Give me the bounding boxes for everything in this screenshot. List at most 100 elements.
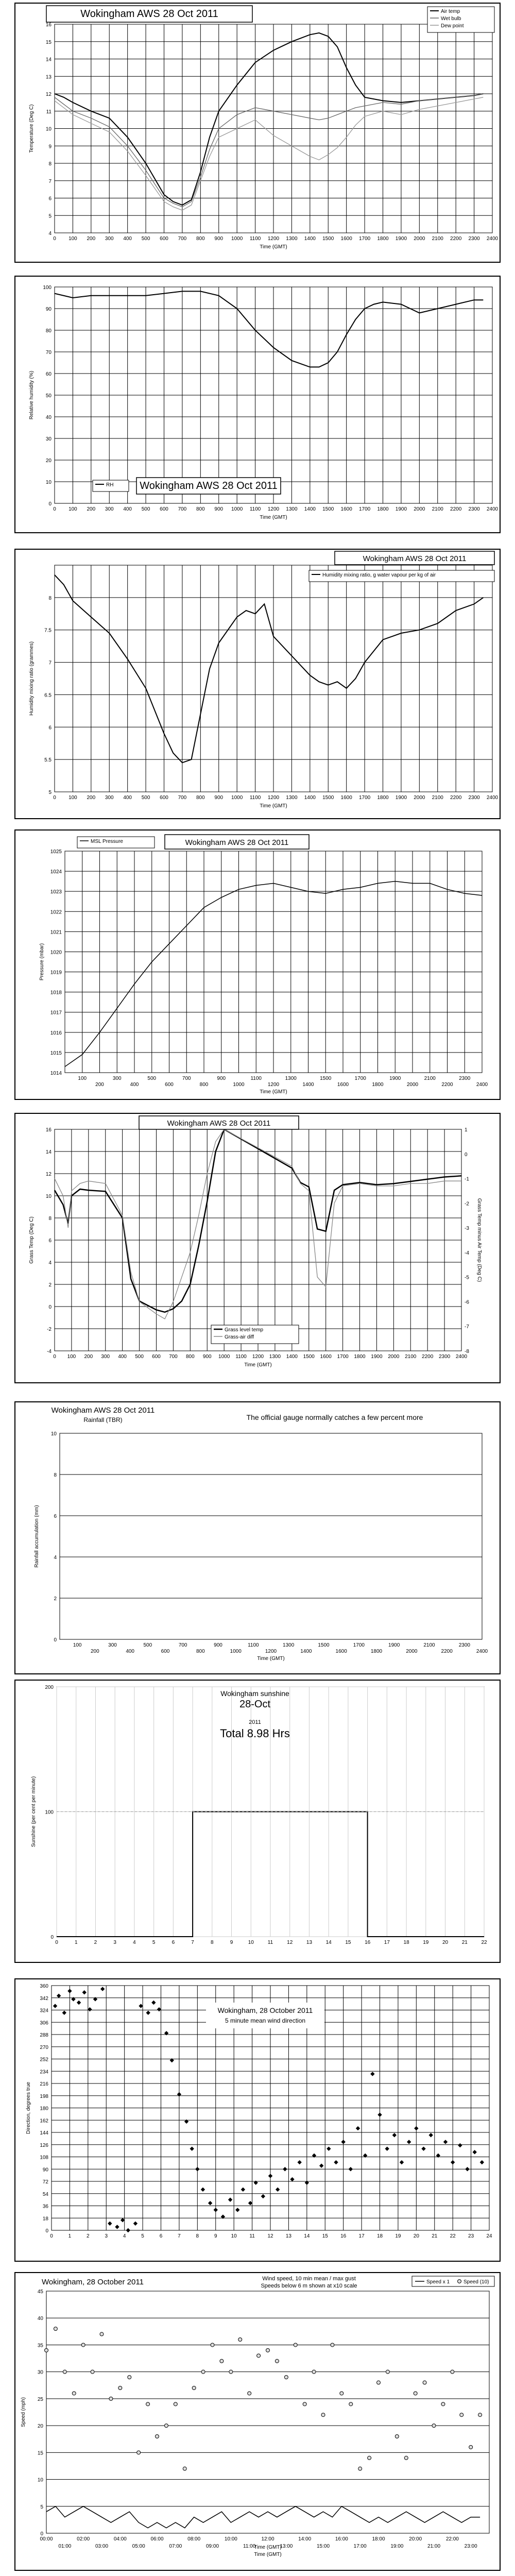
- x-tick-label: 1400: [304, 795, 316, 801]
- data-point: [127, 2375, 132, 2380]
- y-tick-label: 16: [46, 1127, 52, 1133]
- y-tick-label: 12: [46, 92, 52, 97]
- x-tick-label: 1600: [341, 506, 353, 512]
- x-tick-label: 1300: [286, 236, 298, 242]
- data-point: [290, 2177, 295, 2182]
- x-tick-label: 19: [395, 2233, 401, 2239]
- x-tick-label: 900: [217, 1076, 226, 1081]
- x-tick-label: 900: [214, 506, 223, 512]
- relative-humidity-chart: 0 10 20 30 40 50 60 70 80 90 100 0 100 200 300 400 500 60…: [14, 276, 501, 533]
- chart-title: Wokingham AWS 28 Oct 2011: [52, 1406, 155, 1415]
- series-line: [54, 97, 484, 211]
- data-point: [201, 2369, 205, 2374]
- data-point: [321, 2413, 325, 2417]
- x-tick-label: 2: [87, 2233, 90, 2239]
- series-line: [54, 32, 484, 206]
- x-tick-label: 400: [123, 506, 132, 512]
- y-tick-label: 8: [48, 1216, 52, 1222]
- x-tick-label: 5: [152, 1940, 156, 1945]
- y2-tick-label: -4: [465, 1250, 469, 1256]
- x-tick-label: 21: [432, 2233, 438, 2239]
- data-point: [220, 2214, 226, 2219]
- y-tick-label: 72: [43, 2179, 49, 2185]
- y-axis-label: Pressure (mbar): [39, 943, 45, 980]
- x-tick-label: 7: [191, 1940, 194, 1945]
- data-point: [229, 2369, 233, 2374]
- y-tick-label: 6.5: [44, 692, 52, 698]
- x-tick-label: 6: [160, 2233, 163, 2239]
- series-line: [46, 2505, 480, 2529]
- y-tick-label: 8: [48, 161, 52, 167]
- x-axis-label: Time (GMT): [260, 1089, 287, 1095]
- x-tick-label: 2300: [468, 506, 480, 512]
- x-tick-label: 07:00: [169, 2544, 182, 2549]
- x-tick-label: 900: [214, 795, 223, 801]
- x-tick-label: 1400: [302, 1082, 314, 1088]
- x-tick-label: 1900: [396, 236, 407, 242]
- y-tick-label: 15: [46, 40, 52, 45]
- data-point: [71, 1997, 76, 2002]
- x-tick-label: 21: [462, 1940, 468, 1945]
- y-tick-label: 1016: [50, 1030, 62, 1036]
- x-tick-label: 2200: [441, 1649, 453, 1654]
- y-tick-label: 10: [46, 1194, 52, 1199]
- x-tick-label: 18:00: [372, 2536, 385, 2542]
- y-tick-label: 4: [48, 231, 52, 236]
- data-point: [192, 2386, 196, 2390]
- y-tick-label: 5: [40, 2504, 43, 2510]
- x-tick-label: 1300: [269, 1354, 281, 1360]
- legend-label: Grass level temp: [225, 1327, 263, 1333]
- y-tick-label: 6: [48, 196, 52, 202]
- y-tick-label: 30: [46, 436, 52, 442]
- data-point: [118, 2386, 123, 2390]
- data-point: [268, 2174, 273, 2178]
- x-tick-label: 1100: [235, 1354, 247, 1360]
- y-tick-label: 5: [48, 790, 52, 795]
- x-tick-label: 18: [404, 1940, 410, 1945]
- x-tick-label: 23:00: [465, 2544, 477, 2549]
- x-tick-label: 2400: [487, 795, 499, 801]
- data-point: [115, 2225, 119, 2229]
- title-backdrop: [206, 2003, 324, 2028]
- y-tick-label: 288: [40, 2032, 48, 2038]
- x-tick-label: 1100: [250, 1076, 262, 1081]
- chart-svg: 0 5 10 15 20 25 30 35 40 45 Time (GMT) Speed (mph) 0…: [21, 2276, 495, 2557]
- x-tick-label: 1800: [354, 1354, 366, 1360]
- x-tick-label: 1700: [337, 1354, 349, 1360]
- x-tick-label: 8: [211, 1940, 214, 1945]
- x-tick-label: 1500: [318, 1642, 330, 1648]
- y-tick-label: 1017: [50, 1010, 62, 1016]
- wind-speed-chart: 0 5 10 15 20 25 30 35 40 45 Time (GMT) Speed (mph) 0…: [14, 2272, 501, 2571]
- data-point: [414, 2126, 419, 2131]
- legend-label: Humidity mixing ratio, g water vapour pe…: [322, 572, 436, 578]
- y-tick-label: 5.5: [44, 757, 52, 763]
- y-tick-label: 100: [43, 285, 52, 291]
- x-tick-label: 2100: [432, 506, 444, 512]
- y-axis-label: Speed (mph): [21, 2397, 26, 2427]
- x-tick-label: 900: [214, 236, 223, 242]
- y-tick-label: 144: [40, 2130, 48, 2136]
- mixing-ratio-chart: 5 5.5 6 6.5 7 7.5 8 0 100 200 300 400 500 600 700 800 90…: [14, 549, 501, 819]
- legend-label: Speed (10): [464, 2279, 489, 2285]
- y-axis-label: Direction, degrees true: [26, 2081, 31, 2134]
- x-tick-label: 300: [105, 795, 114, 801]
- x-tick-label: 1900: [371, 1354, 383, 1360]
- data-point: [355, 2126, 360, 2131]
- data-point: [341, 2140, 346, 2144]
- x-tick-label: 2300: [468, 236, 480, 242]
- sunshine-chart: 0 100 200 0 1 2 3 4 5 6 7 8 9 10 11 12 13 14 15 16 17 18 19 20 2…: [14, 1680, 501, 1963]
- y-tick-label: 1014: [50, 1071, 62, 1076]
- data-point: [261, 2194, 266, 2199]
- y-tick-label: 7.5: [44, 628, 52, 634]
- y-tick-label: 15: [38, 2450, 44, 2456]
- x-tick-label: 600: [165, 1082, 174, 1088]
- x-tick-label: 600: [160, 236, 168, 242]
- data-point: [56, 1993, 61, 1998]
- y-tick-label: 8: [54, 1472, 57, 1478]
- x-tick-label: 2: [94, 1940, 97, 1945]
- x-tick-label: 0: [53, 506, 56, 512]
- x-tick-label: 100: [68, 236, 77, 242]
- x-tick-label: 500: [142, 236, 150, 242]
- y-tick-label: 30: [38, 2370, 44, 2376]
